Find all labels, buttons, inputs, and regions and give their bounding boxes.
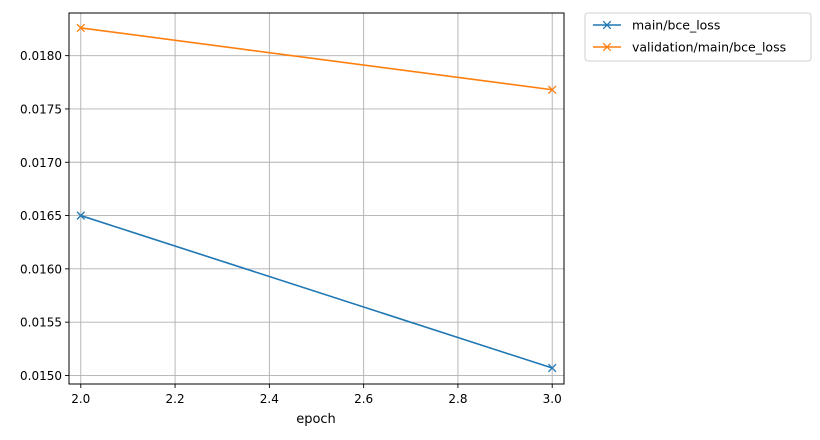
y-tick-label: 0.0160 [20,262,62,276]
plot-frame [68,12,565,385]
data-point [547,363,557,373]
x-tick-label: 2.0 [71,392,90,406]
y-tick-label: 0.0170 [20,156,62,170]
legend: main/bce_loss validation/main/bce_loss [584,12,812,62]
y-tick-label: 0.0165 [20,209,62,223]
legend-swatch-marker [602,20,612,30]
data-point [76,211,86,220]
y-tick-label: 0.0180 [20,49,62,63]
y-tick-label: 0.0155 [20,316,62,330]
x-tick-label: 2.2 [166,392,185,406]
x-tick-label: 2.6 [354,392,373,406]
x-axis-label: epoch [296,412,336,427]
marker-stroke [602,20,612,30]
marker-stroke [76,23,86,33]
plot-series [76,23,557,373]
series-line-0 [80,214,553,369]
data-point [547,85,557,95]
x-tick-label: 3.0 [543,392,562,406]
legend-label: main/bce_loss [632,18,720,33]
grid [69,13,564,384]
marker-stroke [602,42,612,52]
data-point [76,23,86,33]
legend-swatch-marker [602,42,612,52]
marker-stroke [547,85,557,95]
legend-box [584,12,812,62]
marker-stroke [76,211,86,220]
x-tick-label: 2.8 [448,392,467,406]
y-tick-label: 0.0175 [20,102,62,116]
axes: 2.0 2.2 2.4 2.6 2.8 3.0 0.0150 0.0155 0.0160 0.01… [20,49,562,406]
legend-label: validation/main/bce_loss [632,40,786,55]
x-tick-label: 2.4 [260,392,279,406]
axes-frame [68,12,565,385]
y-tick-label: 0.0150 [20,369,62,383]
series-line-1 [80,27,553,91]
marker-stroke [547,363,557,373]
